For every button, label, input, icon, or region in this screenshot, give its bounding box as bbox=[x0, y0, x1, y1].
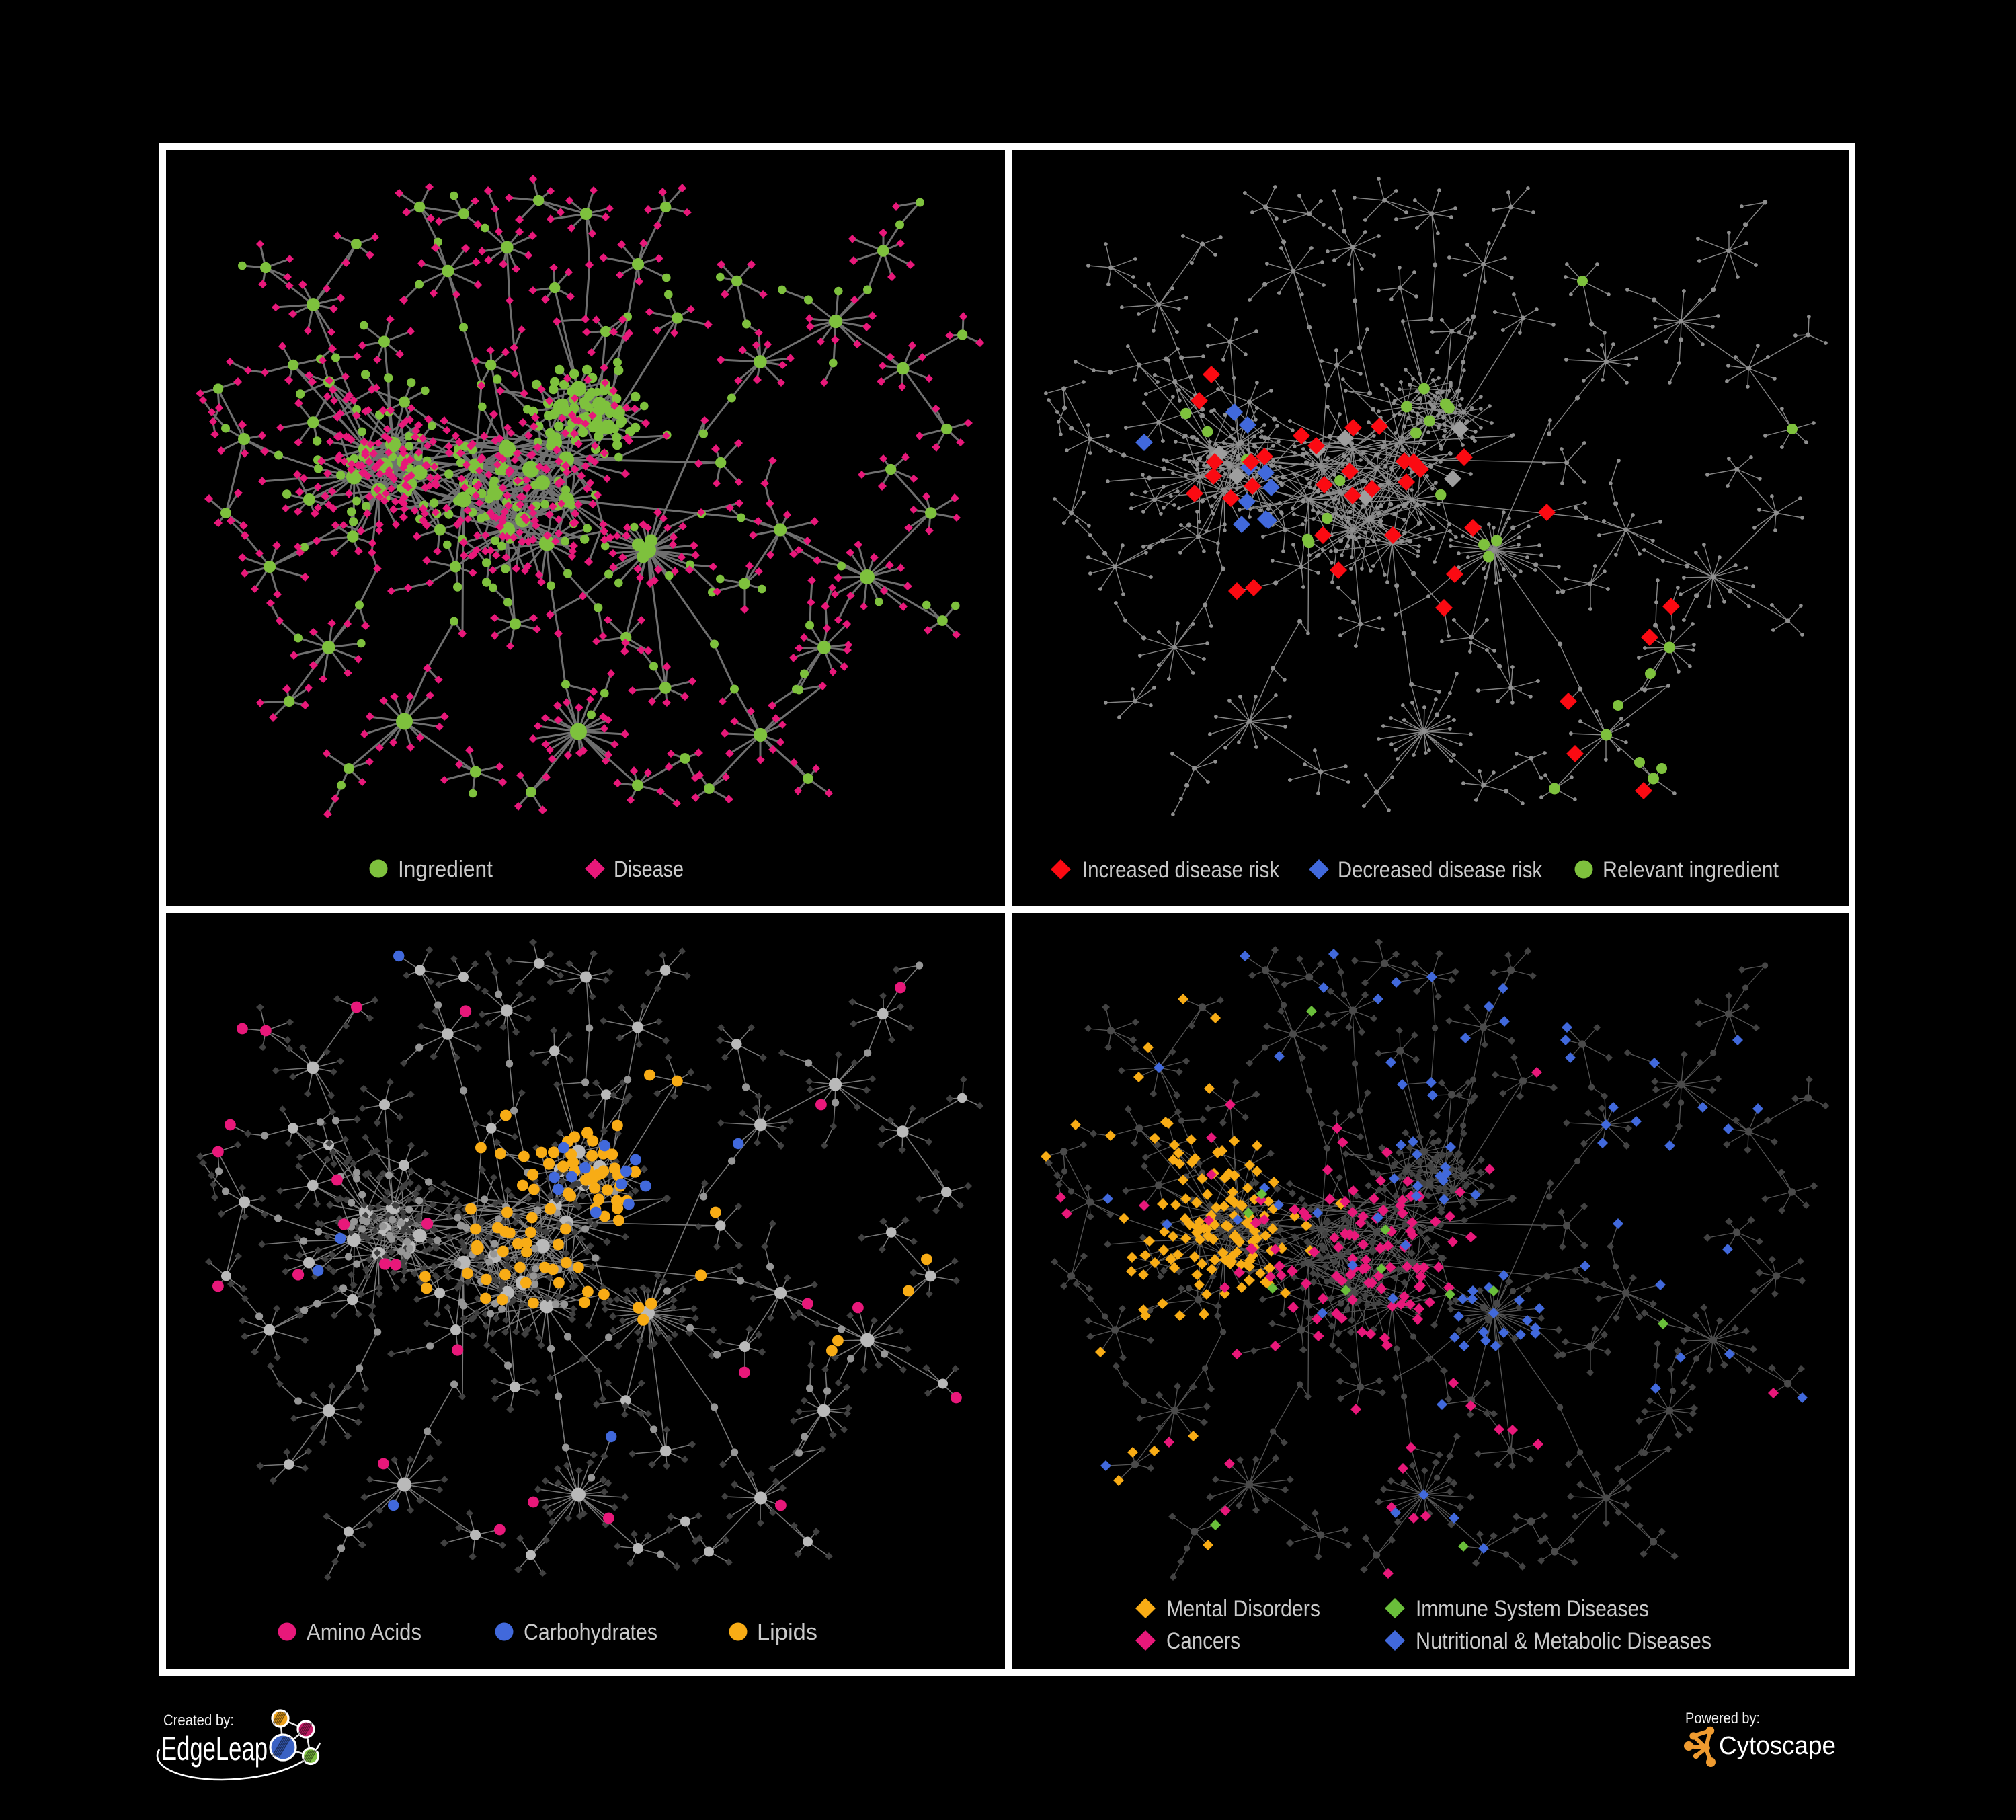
svg-text:Cancers: Cancers bbox=[1166, 1628, 1240, 1654]
svg-text:Powered by:: Powered by: bbox=[1685, 1710, 1760, 1727]
svg-text:Disease: Disease bbox=[614, 857, 684, 882]
svg-text:Ingredient: Ingredient bbox=[398, 857, 493, 882]
svg-text:Nutritional & Metabolic Diseas: Nutritional & Metabolic Diseases bbox=[1416, 1628, 1711, 1654]
svg-text:Amino Acids: Amino Acids bbox=[307, 1620, 421, 1645]
svg-text:Immune System Diseases: Immune System Diseases bbox=[1416, 1596, 1649, 1622]
svg-text:Increased disease risk: Increased disease risk bbox=[1082, 857, 1280, 883]
svg-text:Mental Disorders: Mental Disorders bbox=[1166, 1596, 1320, 1622]
svg-text:EdgeLeap: EdgeLeap bbox=[161, 1730, 268, 1768]
svg-text:Created by:: Created by: bbox=[163, 1712, 234, 1729]
svg-text:Relevant ingredient: Relevant ingredient bbox=[1603, 857, 1779, 883]
svg-text:Lipids: Lipids bbox=[757, 1620, 817, 1645]
svg-text:Carbohydrates: Carbohydrates bbox=[524, 1620, 657, 1645]
svg-text:Cytoscape: Cytoscape bbox=[1719, 1732, 1836, 1760]
svg-text:Decreased disease risk: Decreased disease risk bbox=[1338, 857, 1543, 883]
